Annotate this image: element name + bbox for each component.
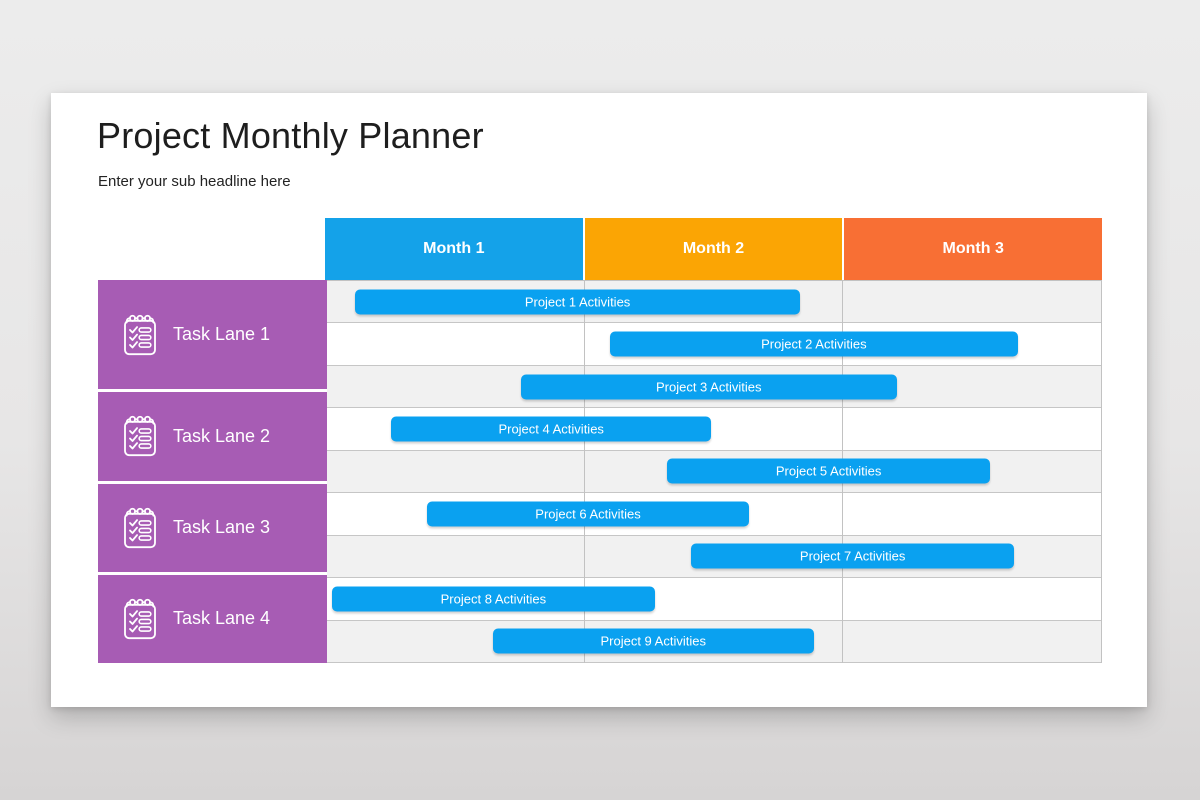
task-lane-label: Task Lane 3 [173, 517, 271, 538]
notepad-checklist-icon [124, 598, 156, 639]
notepad-checklist-icon [124, 416, 156, 457]
gantt-bar-project-3: Project 3 Activities [520, 374, 897, 400]
month-header-1: Month 1 [325, 218, 583, 280]
gantt-bar-project-9: Project 9 Activities [492, 628, 814, 654]
gantt-bar-project-4: Project 4 Activities [390, 416, 712, 442]
task-lane-label: Task Lane 4 [173, 608, 271, 629]
gantt-bar-project-6: Project 6 Activities [426, 501, 750, 527]
planner-grid: Project 1 Activities Project 2 Activities… [325, 280, 1102, 663]
month-divider-line-1 [583, 281, 585, 663]
task-lane-label: Task Lane 2 [173, 425, 271, 446]
planner-row-6: Project 6 Activities [325, 493, 1101, 536]
planner-row-3: Project 3 Activities [325, 365, 1101, 409]
page-subtitle: Enter your sub headline here [98, 173, 291, 190]
planner-row-2: Project 2 Activities [325, 323, 1101, 366]
gantt-bar-project-8: Project 8 Activities [331, 586, 655, 612]
gantt-bar-project-5: Project 5 Activities [667, 458, 991, 484]
planner-row-5: Project 5 Activities [325, 450, 1101, 494]
gantt-bar-project-7: Project 7 Activities [691, 543, 1015, 569]
task-lane-label: Task Lane 1 [173, 324, 271, 345]
planner-row-8: Project 8 Activities [325, 578, 1101, 621]
planner-row-7: Project 7 Activities [325, 535, 1101, 579]
month-header-2: Month 2 [584, 218, 843, 280]
task-lane-1: Task Lane 1 [98, 280, 327, 390]
planner-row-4: Project 4 Activities [325, 408, 1101, 451]
task-lane-2: Task Lane 2 [98, 389, 327, 481]
planner-row-9: Project 9 Activities [325, 620, 1101, 663]
task-lane-4: Task Lane 4 [98, 571, 327, 663]
month-header-3: Month 3 [844, 218, 1103, 280]
slide-card: Project Monthly Planner Enter your sub h… [51, 93, 1147, 707]
gantt-bar-project-2: Project 2 Activities [609, 331, 1018, 357]
planner-row-1: Project 1 Activities [325, 281, 1101, 324]
notepad-checklist-icon [124, 507, 156, 548]
page-title: Project Monthly Planner [97, 115, 484, 156]
notepad-checklist-icon [124, 314, 156, 355]
gantt-bar-project-1: Project 1 Activities [355, 289, 800, 315]
task-lane-column: Task Lane 1 Task Lane 2 Task Lane 3 [98, 280, 327, 663]
month-header-row: Month 1 Month 2 Month 3 [325, 218, 1103, 280]
task-lane-3: Task Lane 3 [98, 480, 327, 572]
